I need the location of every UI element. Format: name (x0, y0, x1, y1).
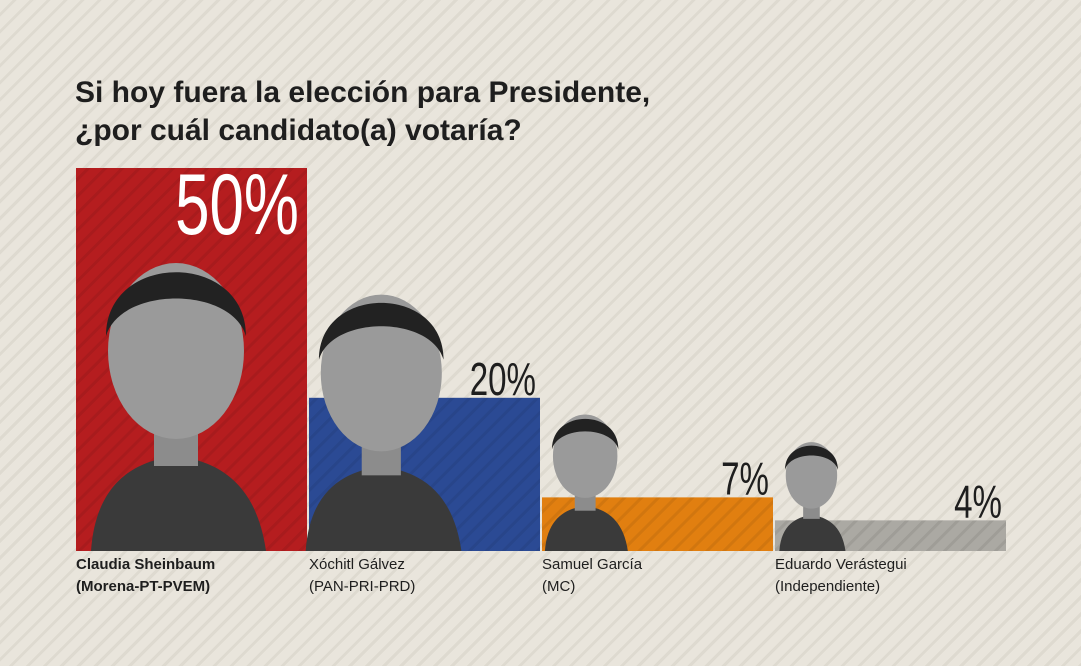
portrait-hair (552, 418, 619, 450)
portrait-body (305, 466, 462, 551)
portrait (91, 263, 266, 551)
portrait-hair (319, 302, 444, 360)
value-label: 7% (721, 454, 769, 504)
portrait-body (544, 505, 628, 551)
portrait (305, 294, 462, 551)
portrait-hair (106, 272, 246, 336)
value-label: 4% (954, 477, 1002, 527)
portrait-head (108, 263, 244, 439)
value-label: 20% (470, 355, 536, 405)
category-label: Samuel García (542, 556, 643, 573)
portrait-body (91, 456, 266, 551)
category-party: (MC) (542, 578, 575, 595)
portrait-head (552, 414, 618, 498)
category-label: Claudia Sheinbaum (76, 556, 215, 573)
portrait (544, 414, 628, 551)
chart-title: Si hoy fuera la elección para Presidente… (75, 76, 650, 109)
value-label: 50% (175, 156, 299, 252)
portrait (779, 442, 846, 551)
portrait-head (785, 442, 838, 509)
category-label: Xóchitl Gálvez (309, 556, 405, 573)
portrait-body (779, 515, 846, 551)
category-party: (Independiente) (775, 578, 880, 595)
category-party: (PAN-PRI-PRD) (309, 578, 415, 595)
portrait-head (320, 294, 442, 452)
portrait-hair (785, 445, 838, 470)
chart-title: ¿por cuál candidato(a) votaría? (75, 114, 522, 147)
category-label: Eduardo Verástegui (775, 556, 907, 573)
category-party: (Morena-PT-PVEM) (76, 578, 210, 595)
